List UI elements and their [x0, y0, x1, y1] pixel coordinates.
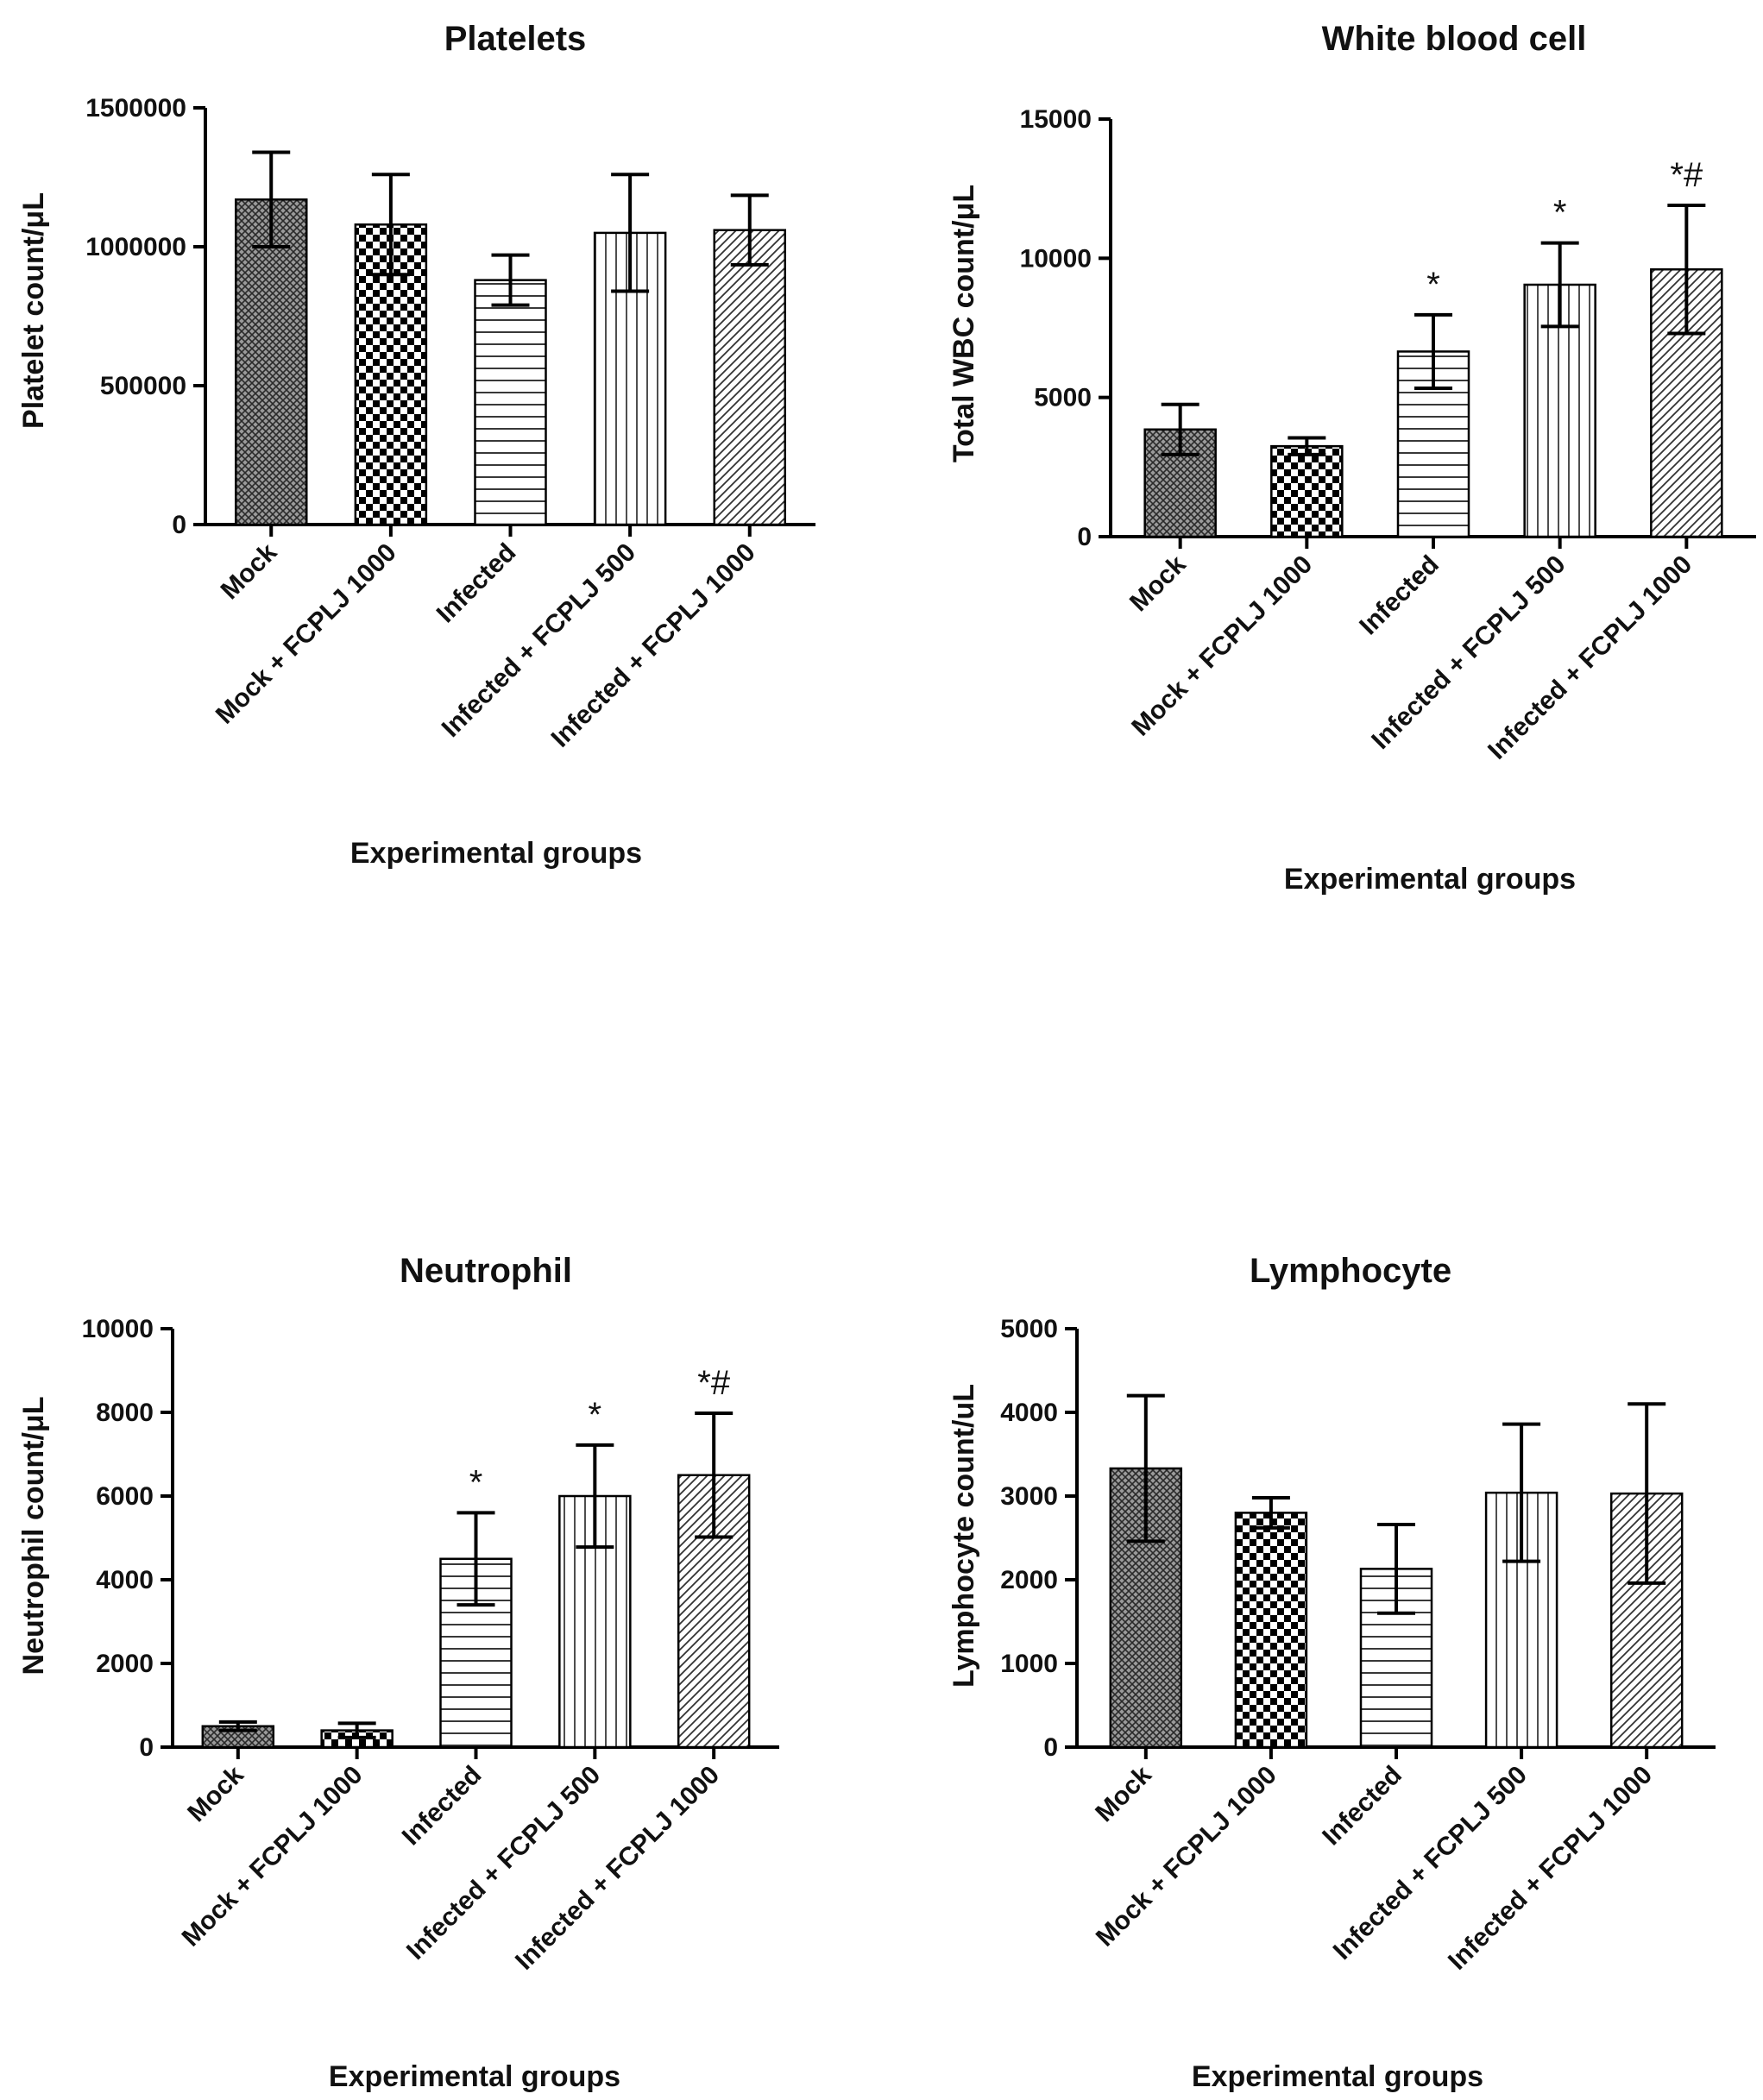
- y-tick-label: 0: [1077, 523, 1092, 551]
- bar-infected: [474, 279, 547, 526]
- y-tick-label: 5000: [1034, 384, 1092, 412]
- category-label: Infected: [1354, 550, 1445, 641]
- chart-neutrophil: Neutrophil Neutrophil count/μL Experimen…: [17, 1252, 779, 2093]
- category-label: Mock: [216, 538, 283, 605]
- category-label: Infected + FCPLJ 1000: [1483, 550, 1697, 765]
- category-label: Infected + FCPLJ 1000: [1443, 1761, 1658, 1976]
- y-axis-label: Neutrophil count/μL: [17, 1397, 50, 1676]
- category-label: Infected + FCPLJ 1000: [510, 1761, 725, 1976]
- y-tick-label: 5000: [1000, 1315, 1058, 1343]
- y-tick-label: 1000: [1000, 1650, 1058, 1678]
- chart-platelets: Platelets Platelet count/μL Experimental…: [17, 20, 815, 870]
- significance-marker: *: [1553, 194, 1567, 232]
- chart-lymphocyte: Lymphocyte Lymphocyte count/uL Experimen…: [948, 1252, 1716, 2093]
- y-axis-label: Total WBC count/μL: [948, 185, 980, 462]
- y-axis-label: Platelet count/μL: [17, 192, 50, 429]
- category-label: Infected + FCPLJ 1000: [546, 538, 761, 753]
- bar-mock-fcplj-1000: [1234, 1512, 1308, 1749]
- y-tick-label: 2000: [1000, 1566, 1058, 1594]
- category-label: Infected: [1317, 1761, 1407, 1852]
- significance-marker: *: [589, 1396, 602, 1434]
- x-axis-label: Experimental groups: [1192, 2060, 1483, 2093]
- chart-title: Platelets: [444, 20, 587, 58]
- y-tick-label: 4000: [1000, 1399, 1058, 1427]
- y-tick-label: 1000000: [85, 233, 186, 261]
- y-tick-label: 2000: [96, 1650, 154, 1678]
- y-tick-label: 1500000: [85, 94, 186, 123]
- category-label: Mock: [1090, 1760, 1157, 1827]
- y-tick-label: 3000: [1000, 1482, 1058, 1511]
- significance-marker: *: [1426, 266, 1440, 304]
- x-axis-label: Experimental groups: [1284, 863, 1576, 896]
- bar-mock-fcplj-1000: [1270, 444, 1344, 538]
- category-label: Infected + FCPLJ 500: [401, 1761, 606, 1965]
- significance-marker: *#: [1670, 156, 1703, 194]
- chart-white-blood-cell: White blood cell Total WBC count/μL Expe…: [948, 20, 1756, 896]
- y-tick-label: 10000: [1020, 244, 1092, 273]
- chart-title: White blood cell: [1322, 20, 1587, 58]
- bar-infected-fcplj-1000: [713, 229, 787, 526]
- category-label: Mock: [182, 1760, 249, 1827]
- y-tick-label: 8000: [96, 1399, 154, 1427]
- category-label: Mock: [1124, 550, 1192, 617]
- y-axis-label: Lymphocyte count/uL: [948, 1384, 980, 1688]
- y-tick-label: 500000: [100, 372, 186, 400]
- y-tick-label: 4000: [96, 1566, 154, 1594]
- y-tick-label: 0: [1043, 1733, 1058, 1762]
- x-axis-label: Experimental groups: [329, 2060, 620, 2093]
- x-axis-label: Experimental groups: [350, 837, 642, 870]
- y-tick-label: 0: [172, 511, 186, 539]
- chart-title: Lymphocyte: [1250, 1252, 1451, 1290]
- y-tick-label: 15000: [1020, 105, 1092, 134]
- category-label: Infected: [397, 1761, 488, 1852]
- y-tick-label: 0: [139, 1733, 154, 1762]
- y-tick-label: 6000: [96, 1482, 154, 1511]
- category-label: Infected + FCPLJ 500: [437, 538, 641, 743]
- category-label: Infected: [431, 538, 522, 629]
- y-tick-label: 10000: [82, 1315, 154, 1343]
- significance-marker: *#: [697, 1364, 731, 1402]
- chart-title: Neutrophil: [400, 1252, 572, 1290]
- significance-marker: *: [469, 1463, 483, 1501]
